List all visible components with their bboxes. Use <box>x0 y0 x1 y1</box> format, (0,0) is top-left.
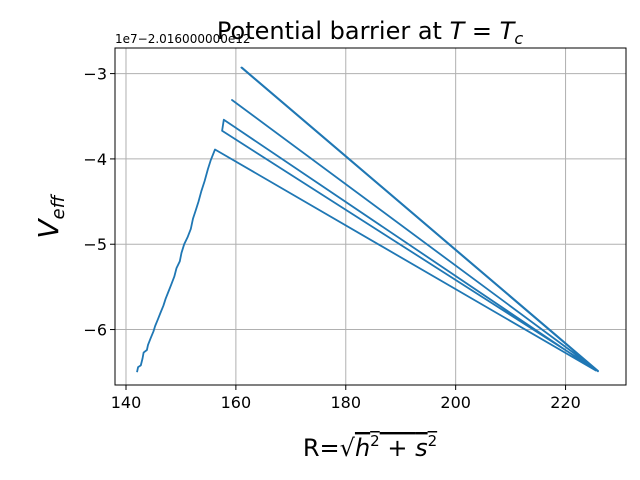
y-tick-label: −4 <box>83 150 107 169</box>
x-tick-label: 140 <box>111 393 142 412</box>
x-tick-label: 200 <box>440 393 471 412</box>
series-line <box>136 66 600 373</box>
data-series <box>136 66 600 373</box>
y-tick-label: −6 <box>83 321 107 340</box>
x-tick-label: 180 <box>331 393 362 412</box>
chart-title: Potential barrier at T = Tc <box>217 17 523 48</box>
y-tick-label: −3 <box>83 65 107 84</box>
x-tick-label: 220 <box>550 393 581 412</box>
y-tick-label: −5 <box>83 235 107 254</box>
y-offset-text: 1e7−2.016000000e12 <box>115 32 251 46</box>
x-axis-label: R=√h2 + s2 <box>303 432 437 462</box>
plot-frame <box>114 47 627 386</box>
ticks: 140 160 180 200 220 −6 −5 −4 −3 <box>83 65 580 412</box>
y-axis-label: Veff <box>32 193 69 238</box>
x-tick-label: 160 <box>221 393 252 412</box>
